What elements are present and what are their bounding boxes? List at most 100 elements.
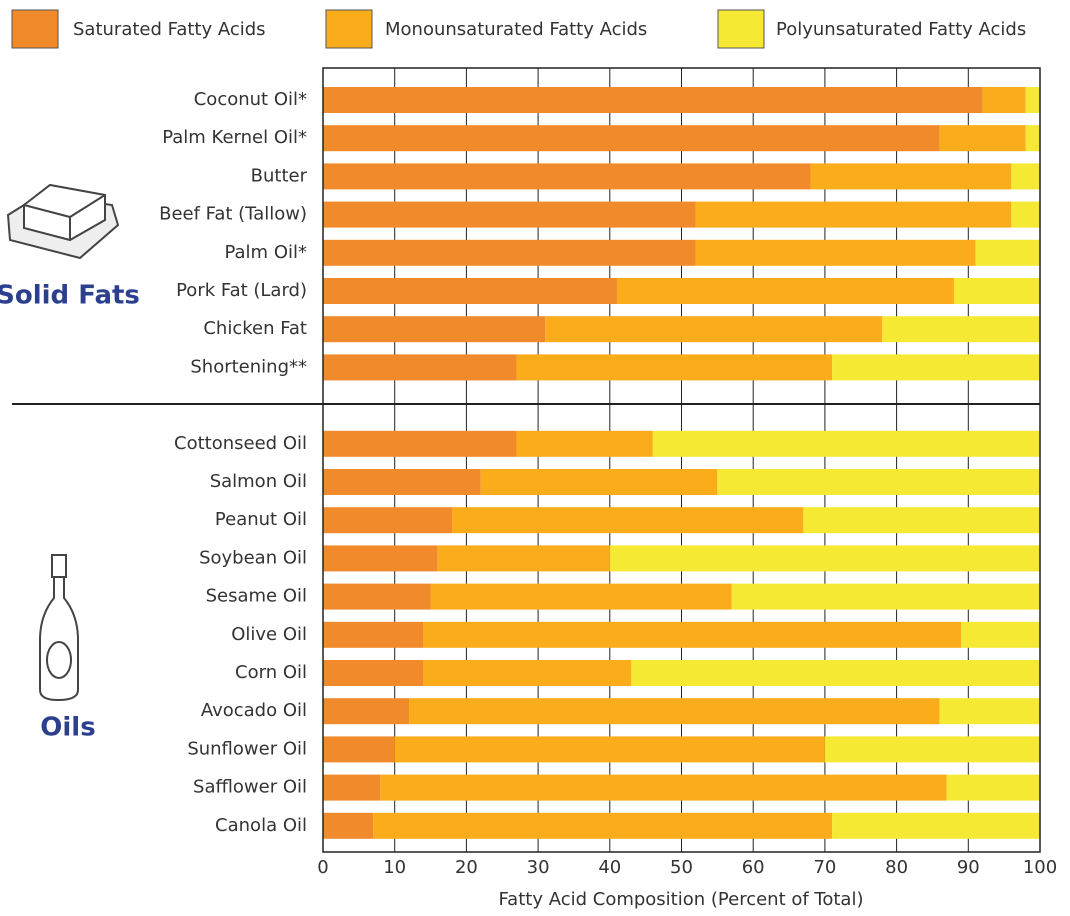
y-tick-label: Olive Oil	[231, 624, 307, 645]
plot-frame	[322, 67, 1041, 853]
bar-segment	[430, 583, 732, 610]
bar-segment	[452, 507, 804, 534]
bar-segment	[423, 660, 632, 686]
bar-segment	[323, 87, 983, 113]
x-tick-label: 0	[317, 857, 328, 878]
bar-segment	[437, 545, 610, 572]
y-tick-label: Palm Oil*	[224, 242, 307, 263]
bar-segment	[695, 239, 976, 266]
y-tick-label: Coconut Oil*	[194, 89, 307, 110]
bar-segment	[731, 583, 1040, 610]
group-label: Oils	[40, 713, 95, 743]
bar-segment	[832, 354, 1040, 381]
x-axis-label: Fatty Acid Composition (Percent of Total…	[498, 889, 863, 910]
bar-segment	[323, 698, 410, 725]
bar-segment	[1011, 201, 1040, 228]
bar-segment	[609, 545, 1040, 572]
x-tick-label: 50	[670, 857, 693, 878]
x-tick-label: 40	[598, 857, 621, 878]
bar-segment	[323, 430, 517, 457]
y-tick-label: Butter	[251, 165, 308, 186]
y-tick-label: Salmon Oil	[210, 471, 307, 492]
bar-segment	[652, 430, 1040, 457]
bar-segment	[939, 125, 1026, 152]
x-tick-label: 100	[1023, 857, 1057, 878]
y-tick-label: Peanut Oil	[215, 509, 307, 530]
bar-segment	[380, 774, 947, 801]
bar-segment	[323, 278, 617, 304]
bar-segment	[810, 163, 1012, 190]
bar-segment	[480, 469, 718, 495]
legend-swatch	[717, 9, 765, 49]
y-tick-label: Sesame Oil	[206, 586, 307, 607]
y-tick-label: Cottonseed Oil	[174, 433, 307, 454]
bar-segment	[323, 621, 424, 648]
legend-swatch	[325, 9, 373, 49]
bar-segment	[323, 736, 395, 763]
y-tick-label: Chicken Fat	[203, 318, 307, 339]
bar-segment	[975, 239, 1040, 266]
bar-segment	[982, 87, 1026, 113]
x-tick-label: 90	[957, 857, 980, 878]
x-tick-label: 10	[383, 857, 406, 878]
group-label: Solid Fats	[0, 281, 140, 311]
bar-segment	[1025, 125, 1040, 152]
y-tick-label: Corn Oil	[235, 662, 307, 683]
bar-segment	[323, 507, 453, 534]
bar-segment	[961, 621, 1040, 648]
bar-segment	[516, 354, 833, 381]
x-tick-label: 70	[813, 857, 836, 878]
legend-label: Monounsaturated Fatty Acids	[385, 19, 647, 40]
bar-segment	[323, 354, 517, 381]
bar-segment	[323, 545, 438, 572]
bar-segment	[946, 774, 1040, 801]
bar-segment	[803, 507, 1040, 534]
bar-segment	[323, 239, 696, 266]
y-tick-label: Safflower Oil	[193, 777, 307, 798]
y-tick-label: Pork Fat (Lard)	[176, 280, 307, 301]
bar-segment	[323, 660, 424, 686]
bar-segment	[516, 430, 653, 457]
legend-label: Polyunsaturated Fatty Acids	[776, 19, 1026, 40]
y-tick-label: Sunflower Oil	[187, 738, 307, 759]
bar-segment	[323, 316, 546, 343]
bar-segment	[423, 621, 962, 648]
bar-segment	[323, 583, 431, 610]
bar-segment	[409, 698, 940, 725]
bar-segment	[717, 469, 1040, 495]
butter-icon	[6, 183, 120, 260]
bar-segment	[323, 774, 381, 801]
x-tick-label: 20	[455, 857, 478, 878]
bar-segment	[1011, 163, 1040, 190]
y-tick-label: Avocado Oil	[201, 700, 307, 721]
bar-segment	[882, 316, 1040, 343]
bar-segment	[323, 469, 481, 495]
bar-segment	[323, 812, 374, 839]
bar-segment	[616, 278, 954, 304]
bar-segment	[373, 812, 833, 839]
bar-segment	[323, 201, 696, 228]
bottle-icon	[39, 554, 79, 702]
x-tick-label: 80	[885, 857, 908, 878]
bar-segment	[631, 660, 1040, 686]
bar-segment	[394, 736, 825, 763]
bar-segment	[323, 125, 940, 152]
bar-segment	[545, 316, 883, 343]
bar-segment	[323, 163, 811, 190]
x-tick-label: 30	[527, 857, 550, 878]
y-tick-label: Palm Kernel Oil*	[162, 127, 307, 148]
y-tick-label: Soybean Oil	[199, 547, 307, 568]
legend-label: Saturated Fatty Acids	[73, 19, 266, 40]
y-tick-label: Beef Fat (Tallow)	[159, 204, 307, 225]
bar-segment	[824, 736, 1040, 763]
bar-segment	[695, 201, 1012, 228]
legend-swatch	[11, 9, 59, 49]
x-tick-label: 60	[742, 857, 765, 878]
bar-segment	[1025, 87, 1040, 113]
y-tick-label: Canola Oil	[215, 815, 307, 836]
bar-segment	[953, 278, 1040, 304]
y-tick-label: Shortening**	[190, 356, 307, 377]
bar-segment	[832, 812, 1040, 839]
bar-segment	[939, 698, 1040, 725]
